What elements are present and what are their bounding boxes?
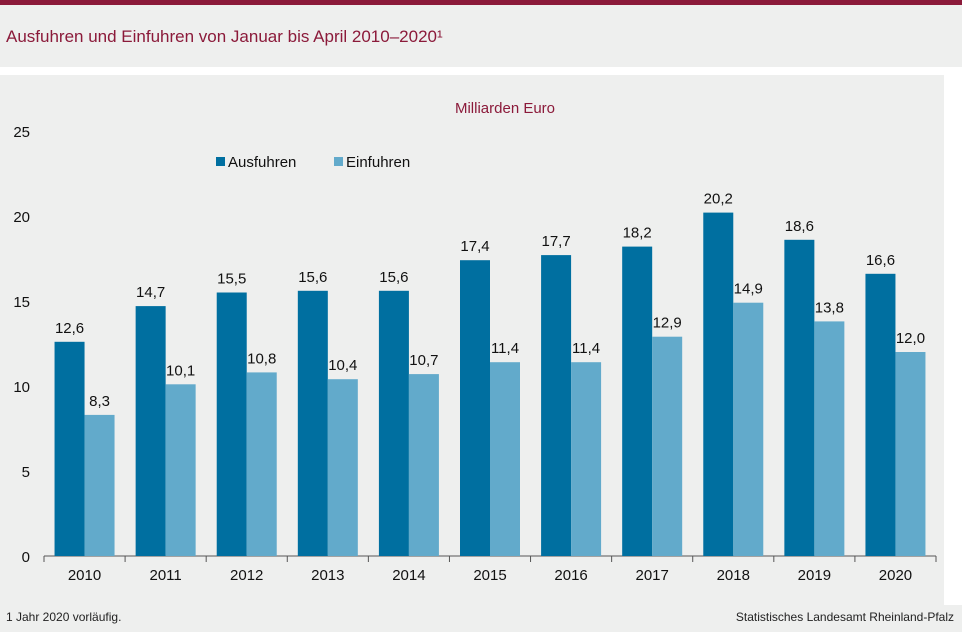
separator <box>0 67 962 75</box>
data-label: 14,9 <box>734 281 763 298</box>
data-label: 8,3 <box>89 393 110 410</box>
data-label: 15,5 <box>217 271 246 288</box>
legend-label-einfuhren: Einfuhren <box>346 154 410 171</box>
header: Ausfuhren und Einfuhren von Januar bis A… <box>0 5 962 67</box>
legend-swatch-einfuhren <box>334 157 343 166</box>
unit-label: Milliarden Euro <box>455 100 555 117</box>
y-tick-label: 5 <box>22 464 30 481</box>
x-tick-label: 2020 <box>879 567 912 584</box>
right-margin-strip <box>944 75 962 605</box>
data-label: 18,2 <box>623 225 652 242</box>
chart-title: Ausfuhren und Einfuhren von Januar bis A… <box>6 27 443 46</box>
x-tick-label: 2012 <box>230 567 263 584</box>
y-tick-label: 25 <box>13 124 30 141</box>
x-tick-label: 2010 <box>68 567 101 584</box>
bar-einfuhren <box>895 352 926 556</box>
bar-ausfuhren <box>460 260 490 556</box>
bar-ausfuhren <box>541 255 572 556</box>
bar-ausfuhren <box>622 246 653 556</box>
x-tick-label: 2013 <box>311 567 344 584</box>
bar-ausfuhren <box>135 306 166 556</box>
data-label: 11,4 <box>491 340 519 357</box>
data-label: 12,0 <box>896 330 925 347</box>
x-tick-label: 2016 <box>554 567 587 584</box>
data-label: 11,4 <box>572 340 600 357</box>
footnote: 1 Jahr 2020 vorläufig. <box>6 610 122 624</box>
x-tick-label: 2014 <box>392 567 425 584</box>
legend-label-ausfuhren: Ausfuhren <box>228 154 296 171</box>
data-label: 15,6 <box>379 269 408 286</box>
y-tick-label: 15 <box>13 294 30 311</box>
x-tick-label: 2019 <box>798 567 831 584</box>
bar-einfuhren <box>733 302 764 556</box>
bar-ausfuhren <box>865 273 896 556</box>
bar-ausfuhren <box>703 212 734 556</box>
data-label: 17,7 <box>541 233 570 250</box>
y-tick-label: 0 <box>22 549 30 566</box>
data-label: 10,1 <box>166 362 195 379</box>
data-label: 12,9 <box>653 315 682 332</box>
data-label: 17,4 <box>460 238 489 255</box>
bar-einfuhren <box>652 336 683 556</box>
data-label: 10,4 <box>328 357 357 374</box>
source-note: Statistisches Landesamt Rheinland-Pfalz <box>735 610 954 624</box>
bar-ausfuhren <box>216 292 247 556</box>
bar-einfuhren <box>571 362 602 556</box>
data-label: 13,8 <box>815 299 844 316</box>
bar-einfuhren <box>327 379 358 556</box>
x-tick-label: 2017 <box>635 567 668 584</box>
y-tick-label: 10 <box>13 379 30 396</box>
bar-einfuhren <box>490 362 520 556</box>
data-label: 10,8 <box>247 350 276 367</box>
y-tick-label: 20 <box>13 209 30 226</box>
data-label: 10,7 <box>409 352 438 369</box>
bar-einfuhren <box>165 384 196 556</box>
bar-ausfuhren <box>54 341 85 556</box>
data-label: 18,6 <box>785 218 814 235</box>
data-label: 12,6 <box>55 320 84 337</box>
bar-ausfuhren <box>784 239 815 557</box>
bar-einfuhren <box>408 374 439 556</box>
bar-chart: Milliarden Euro 0 5 10 15 20 25 12,6 8,3 2010 14,7… <box>13 100 937 584</box>
legend-swatch-ausfuhren <box>216 157 225 166</box>
x-tick-label: 2015 <box>473 567 506 584</box>
bar-einfuhren <box>814 321 845 556</box>
bar-einfuhren <box>246 372 277 556</box>
bar-einfuhren <box>84 414 115 556</box>
data-label: 15,6 <box>298 269 327 286</box>
bar-ausfuhren <box>378 290 409 556</box>
x-tick-label: 2018 <box>717 567 750 584</box>
data-label: 14,7 <box>136 284 165 301</box>
top-accent-bar <box>0 0 962 5</box>
data-label: 20,2 <box>704 191 733 208</box>
data-label: 16,6 <box>866 252 895 269</box>
bar-ausfuhren <box>297 290 328 556</box>
x-tick-label: 2011 <box>150 567 182 584</box>
